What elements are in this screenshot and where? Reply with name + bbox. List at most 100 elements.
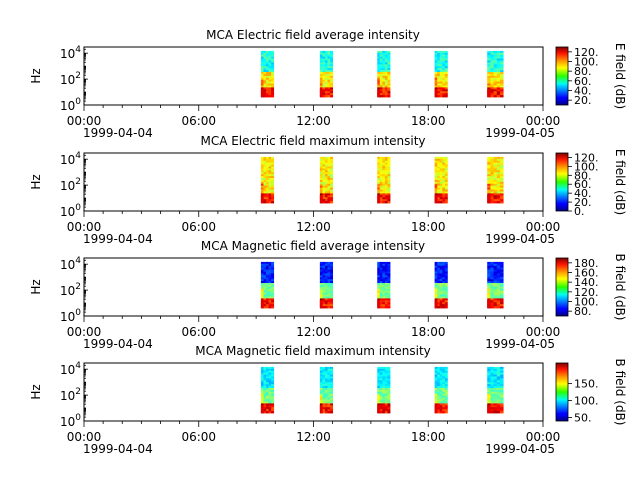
spectrogram-cell (384, 382, 388, 385)
plot-frame (83, 46, 544, 106)
spectrogram-cell (437, 384, 441, 387)
spectrogram-cell (382, 409, 386, 412)
spectrogram-cell (379, 366, 383, 370)
spectrogram-cell (499, 195, 504, 198)
spectrogram-cell (260, 185, 264, 189)
spectrogram-cell (493, 79, 498, 83)
spectrogram-cell (499, 166, 504, 169)
spectrogram-cell (499, 50, 504, 54)
spectrogram-cell (260, 54, 264, 58)
spectrogram-cell (382, 391, 386, 395)
spectrogram-cell (439, 304, 443, 307)
spectrogram-cell (439, 79, 443, 83)
spectrogram-cell (493, 389, 498, 393)
spectrogram-cell (490, 372, 494, 375)
spectrogram-cell (487, 50, 491, 54)
spectrogram-cell (499, 288, 504, 292)
spectrogram-cell (268, 407, 272, 410)
spectrogram-cell (499, 267, 504, 270)
spectrogram-cell (439, 273, 443, 276)
spectrogram-cell (327, 77, 331, 81)
spectrogram-cell (444, 290, 448, 294)
spectrogram-cell (493, 265, 498, 269)
spectrogram-cell (437, 201, 441, 204)
spectrogram-cell (330, 181, 334, 185)
spectrogram-cell (319, 393, 323, 397)
spectrogram-cell (387, 52, 391, 56)
spectrogram-cell (434, 195, 438, 203)
spectrogram-cell (330, 89, 334, 92)
spectrogram-cell (437, 306, 441, 309)
spectrogram-cell (377, 73, 381, 77)
spectrogram-cell (263, 89, 267, 92)
spectrogram-cell (379, 286, 383, 290)
spectrogram-cell (266, 70, 269, 73)
spectrogram-cell (487, 191, 491, 194)
spectrogram-cell (487, 393, 491, 397)
colorbar-tick-label: 100. (574, 395, 599, 408)
spectrogram-cell (487, 64, 491, 67)
spectrogram-cell (319, 296, 323, 299)
spectrogram-cell (379, 384, 383, 387)
spectrogram-cell (379, 290, 383, 294)
spectrogram-cell (324, 50, 328, 54)
spectrogram-cell (387, 374, 391, 377)
spectrogram-cell (322, 183, 326, 187)
spectrogram-cell (439, 189, 443, 192)
spectrogram-cell (379, 195, 383, 198)
spectrogram-cell (379, 85, 383, 88)
spectrogram-cell (377, 372, 381, 375)
spectrogram-cell (322, 179, 326, 183)
y-tick-label: 104 (60, 361, 81, 377)
spectrogram-cell (439, 158, 443, 162)
spectrogram-cell (496, 304, 501, 307)
spectrogram-cell (493, 376, 498, 379)
spectrogram-cell (490, 193, 494, 196)
spectrogram-cell (487, 187, 491, 190)
spectrogram-cell (487, 384, 491, 387)
spectrogram-cell (496, 95, 501, 98)
spectrogram-cell (271, 409, 275, 412)
spectrogram-cell (322, 298, 326, 301)
spectrogram-cell (260, 193, 264, 196)
spectrogram-cell (434, 372, 438, 375)
spectrogram-cell (319, 401, 323, 404)
spectrogram-cell (434, 183, 438, 187)
spectrogram-cell (493, 370, 498, 374)
colorbar-gradient (555, 152, 569, 212)
spectrogram-cell (330, 187, 334, 190)
spectrogram-cell (493, 411, 498, 414)
spectrogram-cell (266, 201, 269, 204)
spectrogram-cell (322, 191, 326, 194)
spectrogram-cell (384, 178, 388, 181)
spectrogram-cell (271, 271, 275, 274)
spectrogram-cell (439, 401, 443, 404)
spectrogram-cell (442, 62, 446, 65)
spectrogram-cell (444, 72, 448, 75)
spectrogram-cell (379, 391, 383, 395)
spectrogram-cell (327, 189, 331, 192)
spectrogram-cell (442, 95, 446, 98)
spectrogram-cell (266, 263, 269, 267)
spectrogram-cell (442, 389, 446, 393)
spectrogram-cell (268, 281, 272, 284)
spectrogram-cell (444, 281, 448, 284)
spectrogram-cell (496, 391, 501, 395)
spectrogram-cell (319, 83, 323, 86)
spectrogram-cell (377, 384, 381, 387)
spectrogram-cell (496, 60, 501, 63)
spectrogram-cell (260, 263, 264, 267)
spectrogram-cell (487, 75, 491, 79)
spectrogram-cell (260, 85, 264, 88)
spectrogram-cell (322, 172, 326, 175)
spectrogram-cell (260, 156, 264, 160)
spectrogram-cell (263, 54, 267, 58)
spectrogram-cell (377, 391, 381, 395)
spectrogram-cell (322, 395, 326, 399)
spectrogram-cell (442, 286, 446, 290)
spectrogram-cell (387, 300, 391, 303)
spectrogram-cell (487, 174, 491, 177)
spectrogram-cell (324, 93, 328, 96)
spectrogram-cell (493, 54, 498, 58)
spectrogram-cell (377, 370, 381, 374)
